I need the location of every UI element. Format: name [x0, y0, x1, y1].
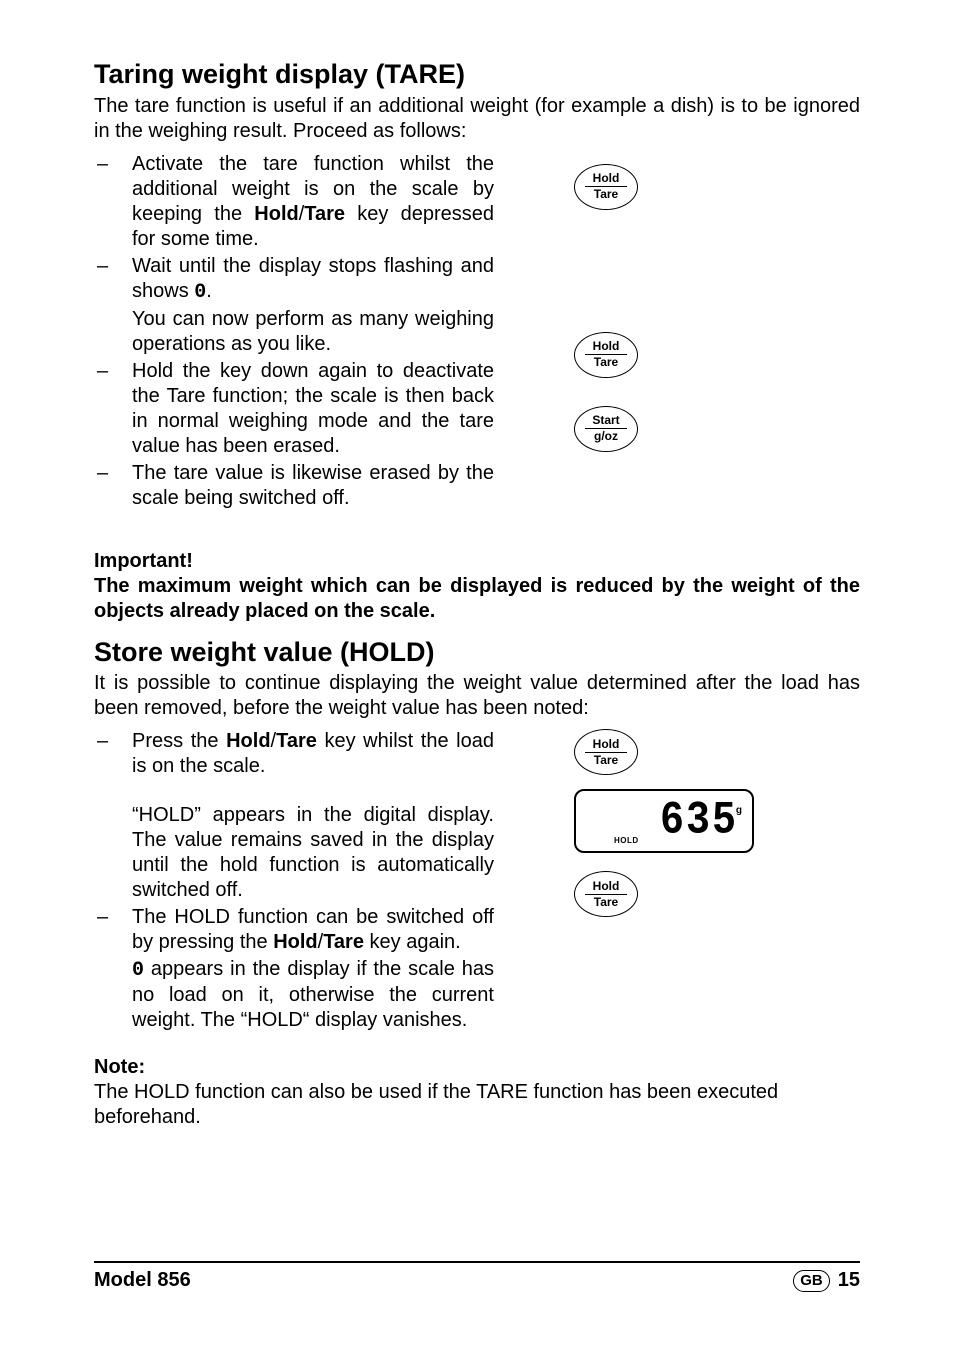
tare-intro: The tare function is useful if an additi… [94, 94, 860, 144]
content-area: Taring weight display (TARE) The tare fu… [94, 60, 860, 1130]
note-text: The HOLD function can also be used if th… [94, 1080, 860, 1130]
hold-label: Hold [593, 738, 620, 751]
hold-heading: Store weight value (HOLD) [94, 638, 860, 668]
hold-item-2: The HOLD function can be switched off by… [94, 905, 494, 1033]
tare-label: Tare [594, 356, 618, 369]
start-goz-button-icon: Start g/oz [574, 406, 638, 452]
hold-intro: It is possible to continue displaying th… [94, 671, 860, 721]
tare-heading: Taring weight display (TARE) [94, 60, 860, 90]
hold-list: Press the Hold/Tare key whilst the load … [94, 729, 494, 1033]
hold-label: Hold [593, 880, 620, 893]
goz-label: g/oz [594, 430, 618, 443]
hold-graphics-col: Hold Tare HOLD 635 g Hold Tare [494, 729, 860, 927]
tare-item-2: Wait until the display stops flashing an… [94, 254, 494, 357]
important-text: The maximum weight which can be displaye… [94, 574, 860, 624]
hold-list-col: Press the Hold/Tare key whilst the load … [94, 729, 494, 1035]
page-number: 15 [838, 1269, 860, 1292]
display-value: 635 [660, 796, 738, 848]
footer-right: GB 15 [793, 1269, 860, 1292]
hold-tare-button-icon: Hold Tare [574, 871, 638, 917]
tare-item-3: Hold the key down again to deactivate th… [94, 359, 494, 459]
tare-label: Tare [594, 754, 618, 767]
display-hold-indicator: HOLD [614, 836, 639, 845]
display-unit: g [736, 805, 742, 816]
lcd-display: HOLD 635 g [574, 789, 754, 853]
page-footer: Model 856 GB 15 [94, 1261, 860, 1292]
tare-item-1: Activate the tare function whilst the ad… [94, 152, 494, 252]
note-label: Note: [94, 1055, 860, 1080]
footer-model: Model 856 [94, 1269, 191, 1292]
hold-tare-button-icon: Hold Tare [574, 164, 638, 210]
tare-columns: Activate the tare function whilst the ad… [94, 152, 860, 513]
important-block: Important! The maximum weight which can … [94, 549, 860, 624]
hold-label: Hold [593, 340, 620, 353]
start-label: Start [592, 414, 619, 427]
hold-columns: Press the Hold/Tare key whilst the load … [94, 729, 860, 1035]
page: Taring weight display (TARE) The tare fu… [0, 0, 954, 1352]
lang-badge: GB [793, 1270, 830, 1292]
tare-buttons-col: Hold Tare Hold Tare Start g/oz [494, 152, 860, 462]
important-label: Important! [94, 549, 860, 574]
note-block: Note: The HOLD function can also be used… [94, 1055, 860, 1130]
hold-label: Hold [593, 172, 620, 185]
hold-tare-button-icon: Hold Tare [574, 729, 638, 775]
hold-tare-button-icon: Hold Tare [574, 332, 638, 378]
tare-label: Tare [594, 188, 618, 201]
hold-item-1: Press the Hold/Tare key whilst the load … [94, 729, 494, 903]
tare-list: Activate the tare function whilst the ad… [94, 152, 494, 511]
tare-label: Tare [594, 896, 618, 909]
tare-item-4: The tare value is likewise erased by the… [94, 461, 494, 511]
tare-list-col: Activate the tare function whilst the ad… [94, 152, 494, 513]
